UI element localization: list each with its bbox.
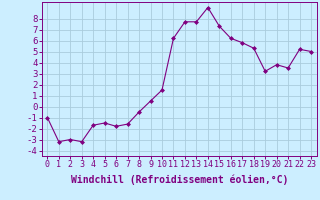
X-axis label: Windchill (Refroidissement éolien,°C): Windchill (Refroidissement éolien,°C) (70, 175, 288, 185)
